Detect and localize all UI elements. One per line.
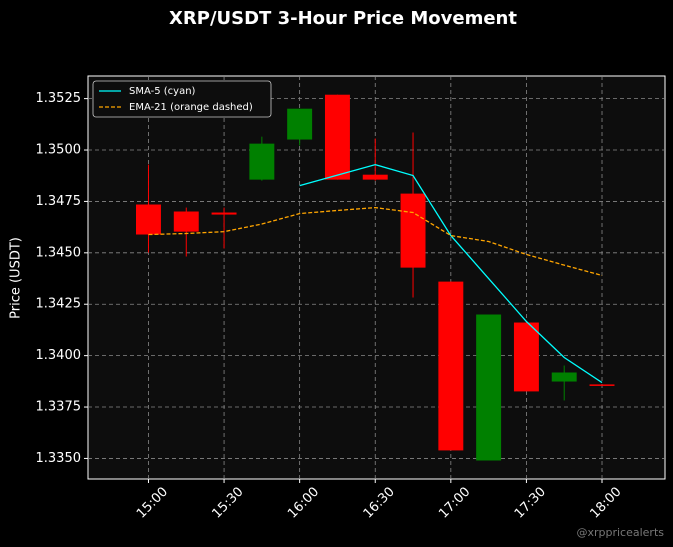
y-tick-label: 1.3375 (36, 400, 82, 415)
candle-body (211, 212, 237, 215)
line-series (299, 163, 603, 384)
watermark: @xrppricealerts (576, 526, 664, 539)
y-tick-label: 1.3425 (36, 297, 82, 312)
legend-label: EMA-21 (orange dashed) (129, 102, 253, 113)
candle-body (438, 281, 464, 451)
chart-title: XRP/USDT 3-Hour Price Movement (169, 8, 517, 29)
y-tick-label: 1.3525 (36, 91, 82, 106)
legend-box (92, 80, 272, 118)
candle-body (173, 211, 199, 232)
candle-body (513, 322, 539, 392)
candle-body (589, 384, 615, 386)
candle-body (551, 372, 577, 382)
legend: SMA-5 (cyan) EMA-21 (orange dashed) (92, 80, 272, 118)
candle-body (324, 94, 350, 180)
y-axis-label: Price (USDT) (9, 237, 24, 319)
candle-body (249, 143, 275, 180)
candle-body (287, 108, 313, 140)
y-tick-label: 1.3450 (36, 245, 82, 260)
legend-label: SMA-5 (cyan) (129, 86, 196, 97)
y-tick-label: 1.3475 (36, 194, 82, 209)
line-series (148, 206, 603, 277)
y-tick-label: 1.3350 (36, 451, 82, 466)
candle-body (362, 174, 388, 180)
candle-body (476, 314, 502, 461)
candle-body (400, 193, 426, 268)
plot-area (87, 75, 666, 480)
y-tick-label: 1.3500 (36, 143, 82, 158)
y-tick-label: 1.3400 (36, 348, 82, 363)
candle-body (135, 204, 161, 235)
